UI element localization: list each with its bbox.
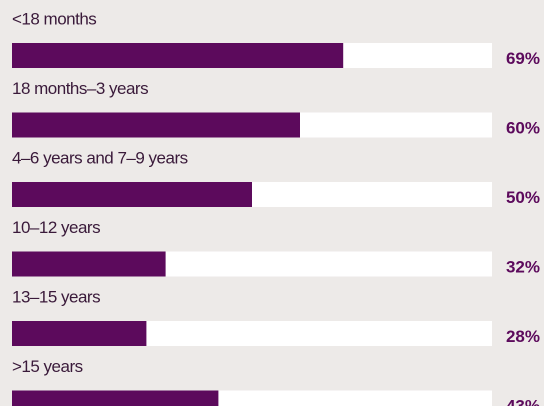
value-label: 43%: [506, 396, 540, 406]
bar: [12, 43, 344, 68]
value-label: 60%: [506, 118, 540, 137]
category-label: 18 months–3 years: [12, 79, 148, 98]
category-label: 10–12 years: [12, 218, 100, 237]
value-label: 28%: [506, 327, 540, 346]
value-label: 50%: [506, 188, 540, 207]
bar: [12, 390, 219, 406]
bar: [12, 182, 252, 207]
category-label: 4–6 years and 7–9 years: [12, 148, 188, 167]
value-label: 32%: [506, 257, 540, 276]
bar: [12, 251, 166, 277]
bar: [12, 321, 147, 346]
bar: [12, 112, 300, 138]
category-label: 13–15 years: [12, 287, 100, 306]
category-label: >15 years: [12, 357, 83, 376]
value-label: 69%: [506, 49, 540, 68]
category-label: <18 months: [12, 9, 96, 28]
